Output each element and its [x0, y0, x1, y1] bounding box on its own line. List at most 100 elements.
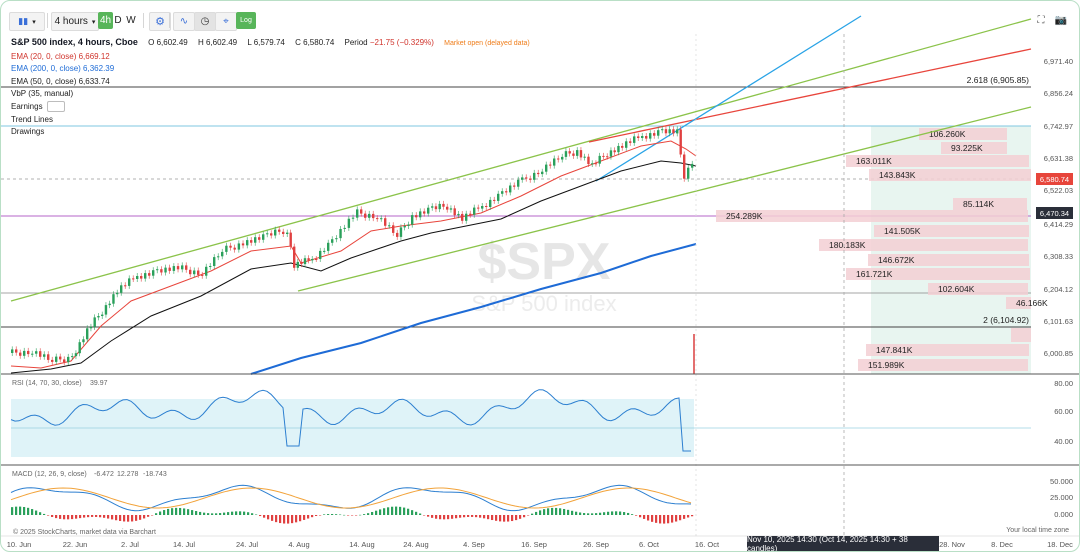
price-tick-label: 6,742.97 [1044, 122, 1073, 131]
candle-body [286, 232, 289, 234]
macd-bar [175, 507, 178, 515]
macd-bar [431, 515, 434, 518]
candle-body [209, 266, 212, 267]
macd-bar [655, 515, 658, 523]
candle-body [197, 270, 200, 275]
candle-body [557, 158, 560, 160]
macd-bar [467, 515, 470, 517]
macd-bar [135, 515, 138, 521]
macd-bar [327, 514, 330, 515]
macd-bar [11, 507, 14, 515]
candle-body [172, 266, 176, 271]
legend-drawings[interactable]: Drawings [11, 126, 530, 139]
candle-body [120, 285, 123, 293]
macd-bar [143, 515, 146, 519]
high-number: 6,602.49 [205, 38, 238, 47]
candle-body [343, 227, 346, 229]
candle-body [672, 129, 675, 134]
candle-body [229, 245, 232, 248]
legend-vbp[interactable]: VbP (35, manual) [11, 88, 530, 101]
macd-bar [355, 515, 358, 516]
blue-trendline[interactable] [595, 15, 862, 182]
open-label: O [148, 38, 155, 47]
legend-ema200[interactable]: EMA (200, 0, close) 6,362.39 [11, 63, 530, 76]
candle-body [35, 351, 38, 354]
candle-body [160, 269, 163, 273]
vbp-label: 102.604K [938, 284, 975, 294]
macd-bar [75, 515, 78, 519]
macd-bar [91, 515, 94, 517]
candle-body [74, 353, 78, 357]
macd-bar [219, 513, 222, 515]
candle-body [254, 237, 257, 243]
time-axis[interactable]: 10. Jun 22. Jun 2. Jul 14. Jul 24. Jul 4. Aug… [7, 540, 1073, 549]
rsi-tick-label: 40.00 [1054, 437, 1073, 446]
legend-ema50[interactable]: EMA (50, 0, close) 6,633.74 [11, 76, 530, 89]
timeframe-4h-button[interactable]: 4h [98, 12, 113, 29]
trendlines-label: Trend Lines [11, 114, 53, 124]
timeframe-d-button[interactable]: D [113, 12, 123, 29]
candle-body [549, 164, 552, 166]
candle-body [579, 150, 583, 158]
macd-bar [43, 513, 46, 515]
legend-ema20[interactable]: EMA (20, 0, close) 6,669.12 [11, 51, 530, 64]
vbp-label: 106.260K [929, 129, 966, 139]
candle-body [185, 265, 188, 270]
ema200-label: EMA (200, 0, close) [11, 64, 81, 74]
macd-bar [435, 515, 438, 519]
price-axis[interactable]: 6,971.40 6,856.24 6,742.97 6,631.38 6,522.03… [1044, 57, 1073, 358]
candle-body [97, 316, 100, 318]
vbp-bar [819, 239, 1028, 251]
candle-body [19, 352, 22, 356]
macd-bar [527, 515, 530, 516]
vbp-bar [868, 254, 1029, 266]
candle-body [493, 199, 496, 201]
macd-bar [679, 515, 682, 521]
candle-body [537, 172, 540, 175]
vbp-label: 143.843K [879, 170, 916, 180]
snapshot-button[interactable]: 📷 [1054, 12, 1068, 29]
chart-type-button[interactable]: ▮▮ ▾ [9, 12, 45, 31]
candle-body [553, 158, 556, 166]
macd-bar [567, 509, 570, 515]
log-scale-button[interactable]: Log [236, 12, 256, 29]
market-status: Market open (delayed data) [444, 40, 530, 47]
vbp-bar [716, 210, 1028, 222]
candle-body [465, 213, 468, 221]
vbp-bar [1006, 297, 1031, 309]
macd-bar [291, 515, 294, 524]
main-pane[interactable] [1, 34, 1031, 374]
toggle-icon[interactable] [46, 101, 65, 113]
candle-body [347, 218, 351, 228]
red-trendline[interactable] [588, 48, 1032, 143]
crosshair-price-tag: 6,470.34 [1036, 207, 1073, 219]
legend-earnings[interactable]: Earnings [11, 101, 530, 114]
candle-body [189, 269, 192, 275]
macd-bar [523, 515, 526, 518]
candle-body [591, 163, 594, 165]
candle-body [568, 151, 571, 154]
candle-body [407, 224, 410, 226]
channel-upper-line[interactable] [10, 18, 1032, 302]
clock-button[interactable]: ◷ [194, 12, 216, 31]
tf-4h-label: 4h [99, 15, 112, 26]
candle-body [621, 145, 624, 148]
macd-bar [663, 515, 666, 524]
candle-body [136, 276, 139, 279]
candle-body [485, 206, 488, 207]
price-tick-label: 6,856.24 [1044, 89, 1073, 98]
candle-body [469, 213, 472, 215]
candle-body [380, 218, 383, 220]
legend-trendlines[interactable]: Trend Lines [11, 114, 530, 127]
candle-body [93, 317, 96, 327]
fullscreen-button[interactable]: ⛶ [1035, 12, 1047, 29]
candle-body [561, 156, 564, 160]
signal-value: 12.278 [117, 471, 139, 478]
channel-lower-line[interactable] [297, 106, 1032, 292]
timeframe-w-button[interactable]: W [125, 12, 137, 29]
macd-bar [263, 515, 266, 518]
macd-bar [571, 510, 574, 515]
candle-body [364, 213, 367, 218]
settings-button[interactable]: ⚙ [149, 12, 171, 31]
